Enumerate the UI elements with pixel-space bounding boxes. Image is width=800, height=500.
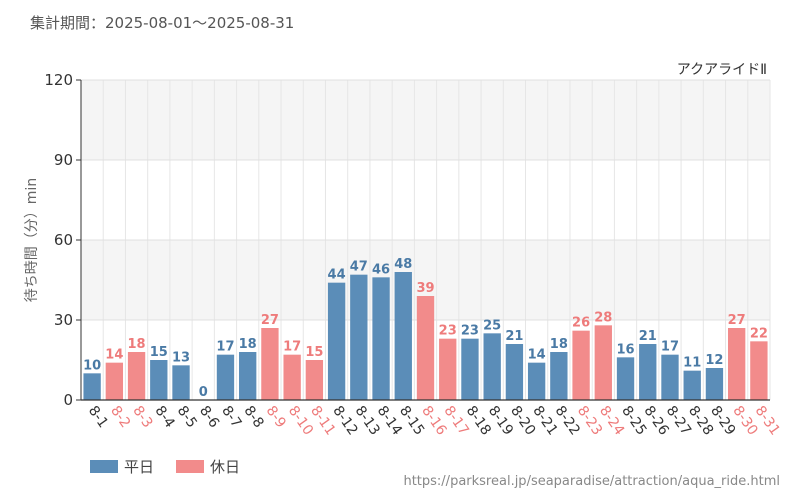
x-tick-label: 8-2 <box>107 403 133 431</box>
data-label: 18 <box>128 337 146 352</box>
y-tick-label: 30 <box>54 311 73 329</box>
bar <box>327 282 346 400</box>
bar <box>616 357 635 400</box>
x-tick-label: 8-5 <box>174 403 200 431</box>
bar <box>705 368 724 400</box>
bar <box>239 352 257 400</box>
period-text: 集計期間：2025-08-01～2025-08-31 <box>30 14 295 32</box>
data-label: 47 <box>350 260 368 275</box>
data-label: 18 <box>239 337 257 352</box>
bar <box>105 362 124 400</box>
source-url: https://parksreal.jp/seaparadise/attract… <box>403 474 780 489</box>
bar <box>683 370 701 400</box>
bar <box>572 330 590 400</box>
x-tick-label: 8-8 <box>240 403 266 431</box>
y-tick-label: 0 <box>63 391 73 409</box>
data-label: 13 <box>172 350 190 365</box>
bar <box>150 360 168 400</box>
data-label: 23 <box>439 324 457 339</box>
data-label: 17 <box>661 340 679 355</box>
legend-item-weekday: 平日 <box>90 456 154 477</box>
bar <box>594 325 612 400</box>
data-label: 27 <box>261 313 279 328</box>
data-label: 46 <box>372 262 390 277</box>
bar <box>394 272 412 400</box>
data-label: 17 <box>216 340 234 355</box>
y-tick-label: 120 <box>44 71 73 89</box>
data-label: 17 <box>283 340 301 355</box>
legend-label-weekday: 平日 <box>124 458 155 476</box>
bar <box>261 328 279 400</box>
legend: 平日 休日 <box>90 456 262 477</box>
data-label: 18 <box>550 337 568 352</box>
bar <box>416 296 435 400</box>
data-label: 14 <box>105 348 123 363</box>
data-label: 21 <box>639 329 657 344</box>
bar <box>550 352 568 400</box>
data-label: 15 <box>305 345 323 360</box>
legend-swatch-weekday <box>90 460 118 473</box>
y-axis-label: 待ち時間（分）min <box>24 178 40 302</box>
bar <box>527 362 546 400</box>
x-tick-label: 8-3 <box>129 403 155 431</box>
y-tick-label: 90 <box>54 151 73 169</box>
legend-item-holiday: 休日 <box>176 456 240 477</box>
data-label: 22 <box>750 326 768 341</box>
data-label: 44 <box>328 268 346 283</box>
bar <box>350 274 368 400</box>
bar <box>83 373 101 400</box>
legend-swatch-holiday <box>176 460 205 473</box>
y-tick-label: 60 <box>54 231 73 249</box>
x-tick-label: 8-1 <box>85 403 111 431</box>
x-tick-label: 8-4 <box>152 403 178 431</box>
bar <box>216 354 235 400</box>
x-tick-label: 8-7 <box>218 403 244 431</box>
bar <box>505 344 524 400</box>
x-tick-label: 8-6 <box>196 403 222 431</box>
bar <box>750 341 768 400</box>
bar <box>439 338 457 400</box>
bar <box>172 365 190 400</box>
data-label: 28 <box>594 310 612 325</box>
data-label: 48 <box>394 257 412 272</box>
data-label: 14 <box>528 348 546 363</box>
x-tick-label: 8-31 <box>752 403 783 438</box>
bar <box>727 328 746 400</box>
data-label: 23 <box>461 324 479 339</box>
x-tick-label: 8-9 <box>263 403 289 431</box>
bar <box>639 344 657 400</box>
data-label: 0 <box>199 385 208 400</box>
data-label: 10 <box>83 358 101 373</box>
data-label: 26 <box>572 316 590 331</box>
data-label: 11 <box>683 356 701 371</box>
bar <box>661 354 679 400</box>
data-label: 25 <box>483 318 501 333</box>
bar <box>461 338 479 400</box>
data-label: 12 <box>705 353 723 368</box>
bar <box>372 277 390 400</box>
plot-band <box>81 160 770 240</box>
legend-label-holiday: 休日 <box>210 458 241 476</box>
data-label: 16 <box>616 342 634 357</box>
data-label: 21 <box>505 329 523 344</box>
data-label: 27 <box>728 313 746 328</box>
data-label: 39 <box>416 281 434 296</box>
data-label: 15 <box>150 345 168 360</box>
bar <box>127 352 146 400</box>
bar <box>283 354 301 400</box>
chart-title: アクアライドⅡ <box>677 62 767 78</box>
bar <box>483 333 501 400</box>
bar <box>305 360 324 400</box>
plot-band <box>81 80 770 160</box>
wait-time-bar-chart: 0 30 60 90 120 10 8-1 14 8-2 18 8-3 15 8-4 13 8-5 0 8-6 1… <box>24 62 783 438</box>
